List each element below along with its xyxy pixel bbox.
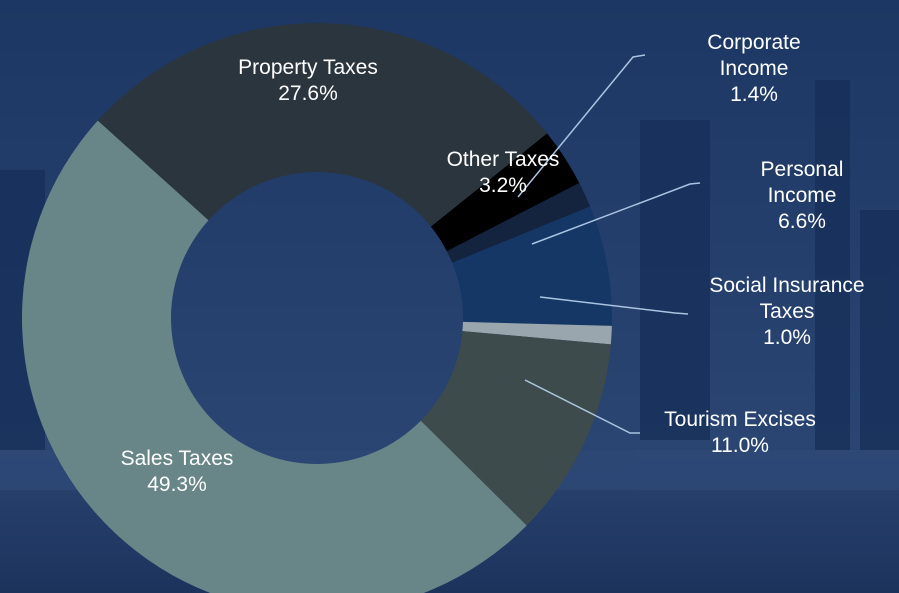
slice bbox=[452, 206, 612, 326]
value-label: 1.4% bbox=[730, 83, 778, 106]
slice-label: Property Taxes 27.6% bbox=[238, 55, 378, 107]
value-label: 6.6% bbox=[778, 210, 826, 233]
slice bbox=[462, 321, 612, 345]
slice bbox=[21, 120, 527, 593]
value-label: 1.0% bbox=[763, 326, 811, 349]
slice-label: Sales Taxes 49.3% bbox=[121, 446, 234, 498]
value-label: 11.0% bbox=[710, 434, 769, 457]
slice-label: Other Taxes 3.2% bbox=[447, 147, 560, 199]
category-label: Corporate Income bbox=[707, 31, 801, 80]
leader-line bbox=[517, 54, 646, 198]
slice-label: Corporate Income 1.4% bbox=[682, 30, 827, 108]
slice-label: Tourism Excises 11.0% bbox=[664, 407, 816, 459]
category-label: Property Taxes bbox=[238, 56, 378, 79]
slice bbox=[97, 23, 548, 227]
category-label: Tourism Excises bbox=[664, 408, 816, 431]
category-label: Sales Taxes bbox=[120, 447, 234, 470]
category-label: Personal Income bbox=[760, 158, 844, 207]
value-label: 3.2% bbox=[479, 174, 527, 197]
value-label: 49.3% bbox=[147, 473, 207, 496]
slice bbox=[430, 133, 580, 252]
value-label: 27.6% bbox=[278, 82, 338, 105]
slice bbox=[446, 183, 591, 263]
category-label: Other Taxes bbox=[446, 148, 560, 171]
leader-line bbox=[531, 182, 701, 245]
slice-label: Social Insurance Taxes 1.0% bbox=[690, 273, 885, 351]
slice-label: Personal Income 6.6% bbox=[754, 157, 851, 235]
leader-line bbox=[524, 379, 640, 434]
category-label: Social Insurance Taxes bbox=[709, 274, 865, 323]
leader-line bbox=[539, 296, 689, 315]
slice bbox=[420, 331, 611, 526]
